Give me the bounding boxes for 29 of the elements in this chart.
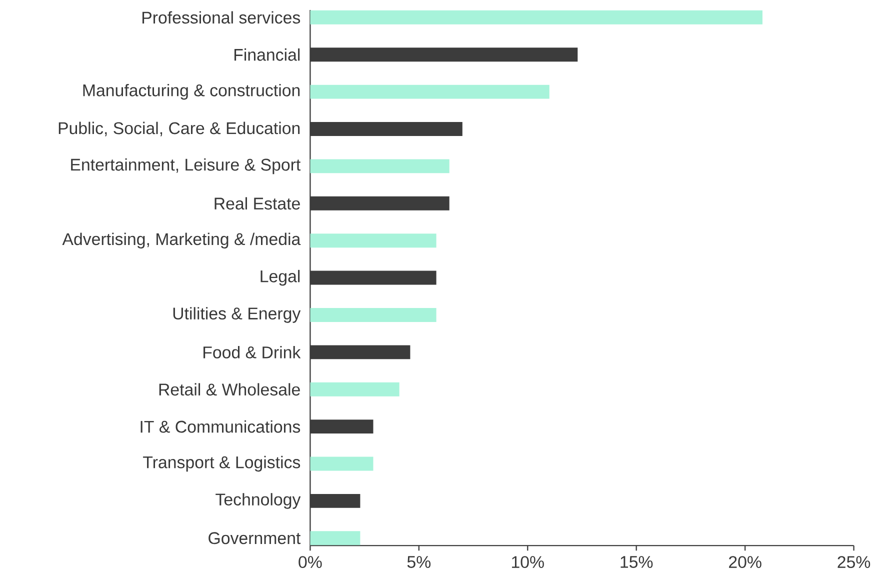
x-tick-label: 10% <box>512 556 544 568</box>
y-tick-label: Advertising, Marketing & /media <box>62 232 301 249</box>
bar <box>310 85 550 100</box>
x-tick-label: 20% <box>729 556 762 568</box>
y-tick-label: Manufacturing & construction <box>83 84 300 100</box>
y-tick-label: Transport & Logistics <box>143 456 300 472</box>
bar <box>310 10 762 25</box>
bar <box>310 382 400 397</box>
bar <box>310 159 450 174</box>
x-tick-label: 15% <box>620 556 653 568</box>
x-tick-label: 5% <box>407 556 431 568</box>
y-tick-label: Entertainment, Leisure & Sport <box>71 158 301 174</box>
y-tick-label: IT & Communications <box>140 420 300 434</box>
y-tick-label: Technology <box>216 493 301 510</box>
y-tick-label: Utilities & Energy <box>173 307 301 324</box>
y-tick-label: Real Estate <box>214 197 300 210</box>
bar <box>310 531 360 546</box>
y-tick-label: Legal <box>260 270 300 286</box>
bar <box>310 234 436 248</box>
bar <box>310 308 436 322</box>
x-tick-label: 25% <box>838 556 870 568</box>
x-tick-label: 0% <box>298 556 322 568</box>
bar <box>310 457 374 471</box>
y-tick-label: Professional services <box>142 11 300 24</box>
y-tick-label: Government <box>208 532 301 544</box>
y-tick-label: Public, Social, Care & Education <box>58 122 300 136</box>
y-tick-label: Financial <box>234 48 300 62</box>
y-tick-label: Retail & Wholesale <box>159 383 300 396</box>
y-tick-label: Food & Drink <box>204 346 301 359</box>
